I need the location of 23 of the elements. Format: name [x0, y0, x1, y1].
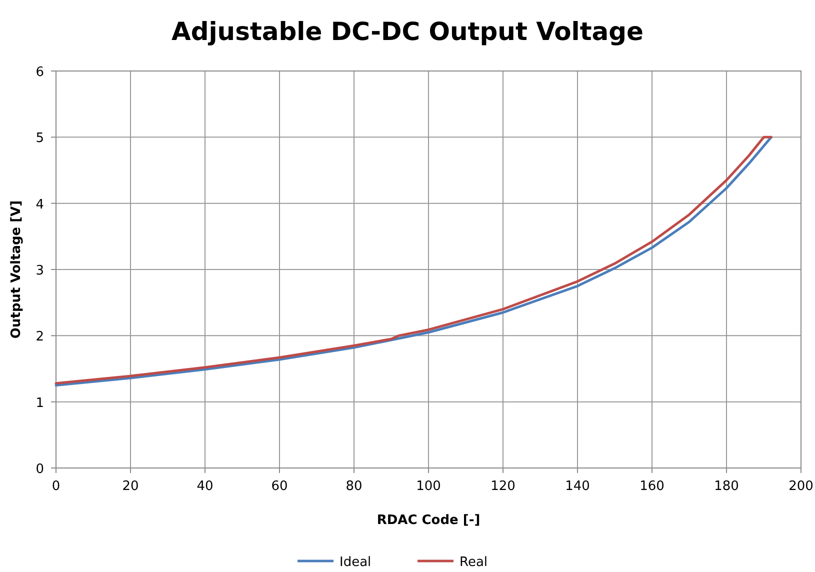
x-tick-label: 140: [565, 479, 590, 494]
legend-label: Ideal: [340, 555, 372, 570]
x-tick-label: 160: [640, 479, 664, 494]
y-tick-label: 1: [36, 396, 44, 411]
x-tick-label: 20: [122, 479, 139, 494]
y-tick-label: 2: [36, 330, 44, 345]
x-tick-label: 120: [490, 479, 516, 494]
y-tick-label: 5: [36, 131, 44, 146]
x-tick-label: 0: [52, 479, 60, 494]
y-tick-label: 4: [36, 197, 44, 212]
chart-title: Adjustable DC-DC Output Voltage: [171, 17, 644, 46]
y-tick-label: 3: [36, 264, 44, 278]
y-axis-title: Output Voltage [V]: [9, 200, 24, 339]
y-tick-label: 6: [36, 65, 44, 80]
x-tick-label: 80: [346, 479, 362, 494]
x-tick-label: 100: [416, 479, 441, 494]
x-tick-label: 40: [196, 479, 214, 494]
y-tick-label: 0: [36, 462, 44, 477]
x-tick-label: 180: [714, 479, 739, 494]
legend-label: Real: [460, 555, 488, 570]
x-axis-title: RDAC Code [-]: [376, 513, 480, 528]
x-tick-label: 200: [788, 479, 814, 494]
x-tick-label: 60: [271, 479, 288, 494]
